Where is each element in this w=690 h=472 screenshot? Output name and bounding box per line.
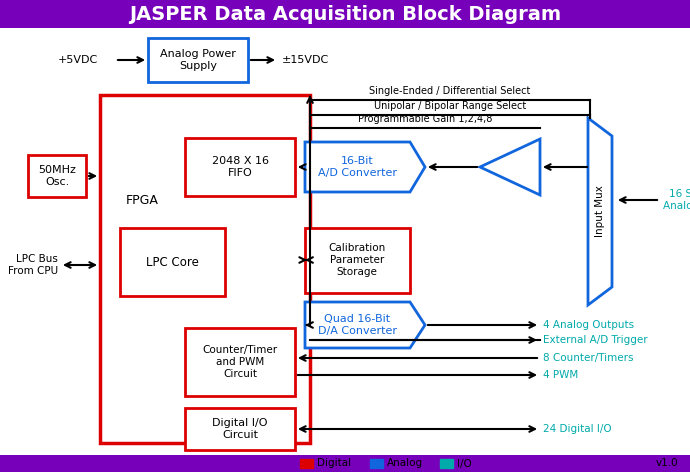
Polygon shape — [305, 142, 425, 192]
Text: Unipolar / Bipolar Range Select: Unipolar / Bipolar Range Select — [374, 101, 526, 111]
Bar — [100, 95, 310, 443]
Text: External A/D Trigger: External A/D Trigger — [543, 335, 648, 345]
Text: Single-Ended / Differential Select: Single-Ended / Differential Select — [369, 86, 531, 96]
Bar — [185, 408, 295, 450]
Bar — [120, 228, 225, 296]
Text: 50MHz
Osc.: 50MHz Osc. — [38, 165, 76, 187]
Text: 4 PWM: 4 PWM — [543, 370, 578, 380]
Text: LPC Core: LPC Core — [146, 255, 199, 269]
Bar — [370, 459, 383, 468]
Text: ±15VDC: ±15VDC — [282, 55, 329, 65]
Bar — [28, 155, 86, 197]
Text: v1.0: v1.0 — [656, 458, 678, 469]
Text: FPGA: FPGA — [126, 194, 159, 207]
Text: 4 Analog Outputs: 4 Analog Outputs — [543, 320, 634, 330]
Text: Analog: Analog — [387, 458, 423, 469]
Text: Input Mux: Input Mux — [595, 185, 605, 237]
Polygon shape — [305, 302, 425, 348]
Text: JASPER Data Acquisition Block Diagram: JASPER Data Acquisition Block Diagram — [129, 5, 561, 24]
Text: Calibration
Parameter
Storage: Calibration Parameter Storage — [328, 244, 386, 277]
Bar — [0, 0, 690, 28]
Text: 16-Bit
A/D Converter: 16-Bit A/D Converter — [317, 156, 397, 178]
Bar — [305, 228, 410, 293]
Text: Digital I/O
Circuit: Digital I/O Circuit — [213, 418, 268, 440]
Text: Programmable Gain 1,2,4,8: Programmable Gain 1,2,4,8 — [358, 114, 492, 124]
Bar — [440, 459, 453, 468]
Polygon shape — [480, 139, 540, 195]
Text: I/O: I/O — [457, 458, 472, 469]
Bar — [185, 328, 295, 396]
Bar — [148, 38, 248, 82]
Text: Counter/Timer
and PWM
Circuit: Counter/Timer and PWM Circuit — [202, 346, 277, 379]
Text: 24 Digital I/O: 24 Digital I/O — [543, 424, 611, 434]
Text: Digital: Digital — [317, 458, 351, 469]
Text: LPC Bus
From CPU: LPC Bus From CPU — [8, 254, 58, 276]
Text: 2048 X 16
FIFO: 2048 X 16 FIFO — [212, 156, 268, 178]
Bar — [185, 138, 295, 196]
Bar — [300, 459, 313, 468]
Bar — [0, 455, 690, 472]
Text: 16 SE / 8 DI
Analog Inputs: 16 SE / 8 DI Analog Inputs — [663, 189, 690, 211]
Text: +5VDC: +5VDC — [58, 55, 98, 65]
Text: Analog Power
Supply: Analog Power Supply — [160, 49, 236, 71]
Polygon shape — [588, 118, 612, 305]
Text: 8 Counter/Timers: 8 Counter/Timers — [543, 353, 633, 363]
Text: Quad 16-Bit
D/A Converter: Quad 16-Bit D/A Converter — [317, 314, 397, 336]
